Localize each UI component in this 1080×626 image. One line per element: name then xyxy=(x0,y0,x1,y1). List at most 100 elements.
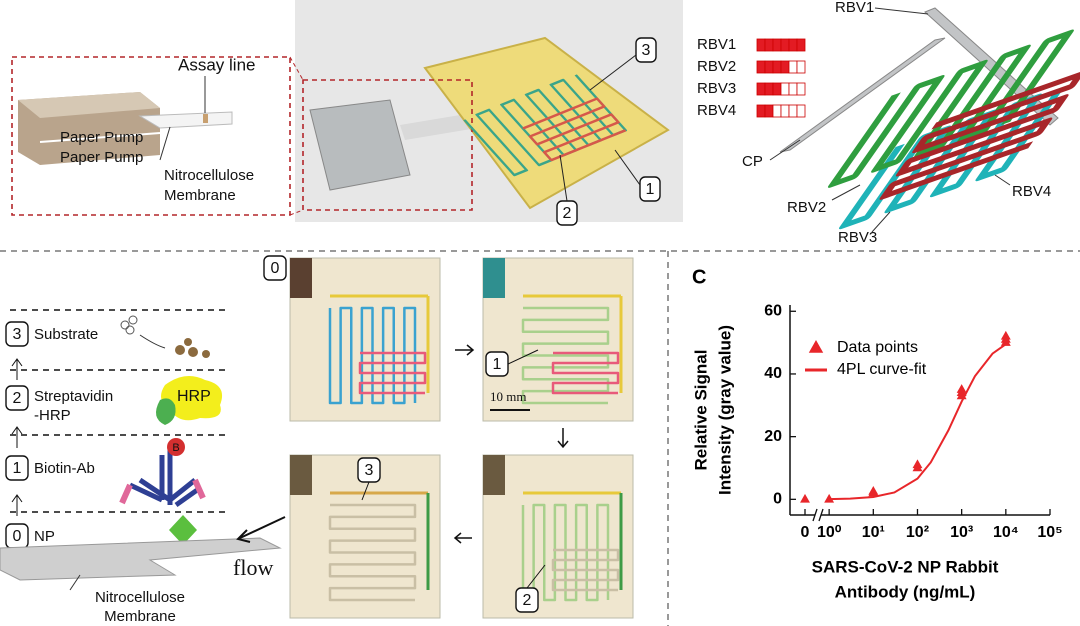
valve-indicator xyxy=(764,82,774,96)
assay-line-label: Assay line xyxy=(178,55,255,74)
photo-corner xyxy=(483,258,505,298)
y-tick-label: 20 xyxy=(764,428,782,445)
valve-indicator xyxy=(780,82,790,96)
valve-indicator xyxy=(756,104,766,118)
valve-indicator xyxy=(796,104,806,118)
photo-label: 0 xyxy=(271,260,280,277)
step-label: Streptavidin xyxy=(34,388,113,405)
valve-indicator xyxy=(788,38,798,52)
membrane-strip xyxy=(138,111,233,129)
legend-label: RBV1 xyxy=(697,36,736,53)
valve-indicator xyxy=(788,60,798,74)
leader xyxy=(507,349,539,365)
membrane-label: Membrane xyxy=(164,187,236,204)
legend-label: 4PL curve-fit xyxy=(837,361,927,378)
step-box xyxy=(5,321,29,347)
valve-indicator xyxy=(772,60,782,74)
valve-indicator xyxy=(780,104,790,118)
serpentine xyxy=(328,306,417,405)
leader xyxy=(361,481,370,501)
up-arrows xyxy=(11,358,23,516)
leader xyxy=(159,126,171,161)
channel-cp xyxy=(779,37,946,153)
chart: C SARS-CoV-2 NP Rabbit Antibody (ng/mL) … xyxy=(691,266,1062,601)
chip-channels xyxy=(463,74,628,177)
legend-swatch xyxy=(808,340,824,353)
axis-break xyxy=(812,508,824,522)
pump-divider xyxy=(39,132,161,143)
serpentine xyxy=(521,503,610,602)
photo-label: 3 xyxy=(365,462,374,479)
valve-label: RBV3 xyxy=(838,229,877,246)
leader xyxy=(69,574,81,591)
serpentine xyxy=(879,70,1080,200)
zoom-box xyxy=(11,56,291,216)
legend-label: RBV4 xyxy=(697,102,736,119)
serpentine xyxy=(328,503,417,602)
x-axis-label: SARS-CoV-2 NP Rabbit xyxy=(812,557,999,576)
valve-indicator xyxy=(756,60,766,74)
antibody-tip xyxy=(119,478,206,505)
x-tick-label: 10² xyxy=(906,524,929,541)
valve-indicator xyxy=(772,82,782,96)
leader xyxy=(614,149,641,186)
valve-indicator xyxy=(772,104,782,118)
biotin-label: B xyxy=(172,442,179,454)
serpentine xyxy=(358,351,427,395)
valve-indicator xyxy=(756,38,766,52)
x-tick-label: 0 xyxy=(801,524,810,541)
leader xyxy=(526,564,546,589)
streptavidin xyxy=(156,398,176,425)
antibody xyxy=(128,445,173,505)
serpentine xyxy=(521,306,610,405)
hrp-label: HRP xyxy=(177,388,211,405)
leader xyxy=(994,174,1011,186)
membrane-label: Nitrocellulose xyxy=(164,167,254,184)
step-label: Biotin-Ab xyxy=(34,460,95,477)
photo-corner xyxy=(290,258,312,298)
valve-indicator xyxy=(756,82,766,96)
photo-corner xyxy=(290,455,312,495)
pump-label: Paper Pump xyxy=(60,129,143,146)
x-tick-label: 10³ xyxy=(950,524,973,541)
pump-photo xyxy=(309,99,411,191)
photo-labels: 0 1 10 mm 3 2 xyxy=(263,255,546,613)
pump-panel: Assay line Paper Pump Paper Pump Nitroce… xyxy=(11,55,291,216)
photo-box xyxy=(263,255,287,281)
valve-indicator xyxy=(780,38,790,52)
valve-indicator xyxy=(796,82,806,96)
leader xyxy=(874,7,929,15)
zoom-box xyxy=(302,79,473,211)
valve-indicator xyxy=(780,60,790,74)
membrane-label: Membrane xyxy=(104,608,176,625)
photo-serpentines xyxy=(521,306,620,405)
leader xyxy=(871,211,891,233)
photo-label: 1 xyxy=(493,356,502,373)
valve-diagram: RBV1 RBV2 RBV3 RBV4 RBV1 CP RBV2 RBV4 RB… xyxy=(697,0,1080,246)
legend-label: Data points xyxy=(837,339,918,356)
scale-label: 10 mm xyxy=(490,389,526,404)
valve-indicator xyxy=(764,104,774,118)
zoom-link xyxy=(289,56,304,81)
callout: 3 xyxy=(642,42,651,59)
paper-pump-top xyxy=(18,92,160,118)
data-point xyxy=(868,485,879,495)
chip-body xyxy=(423,36,670,210)
valve-label: RBV4 xyxy=(1012,183,1051,200)
assay-line-mark xyxy=(203,114,208,123)
valve-label: RBV1 xyxy=(835,0,874,16)
valve-indicator xyxy=(788,82,798,96)
step-box xyxy=(5,455,29,481)
step-number: 0 xyxy=(13,528,22,545)
axis-break-gap xyxy=(815,511,821,519)
membrane-label: Nitrocellulose xyxy=(95,589,185,606)
data-point xyxy=(912,459,923,469)
x-tick-label: 10⁰ xyxy=(817,524,842,541)
photo-label: 2 xyxy=(523,592,532,609)
step-label: Substrate xyxy=(34,326,98,343)
y-tick-label: 60 xyxy=(764,302,782,319)
np xyxy=(169,515,197,545)
x-tick-label: 10⁴ xyxy=(993,524,1019,541)
legend-label: RBV2 xyxy=(697,58,736,75)
